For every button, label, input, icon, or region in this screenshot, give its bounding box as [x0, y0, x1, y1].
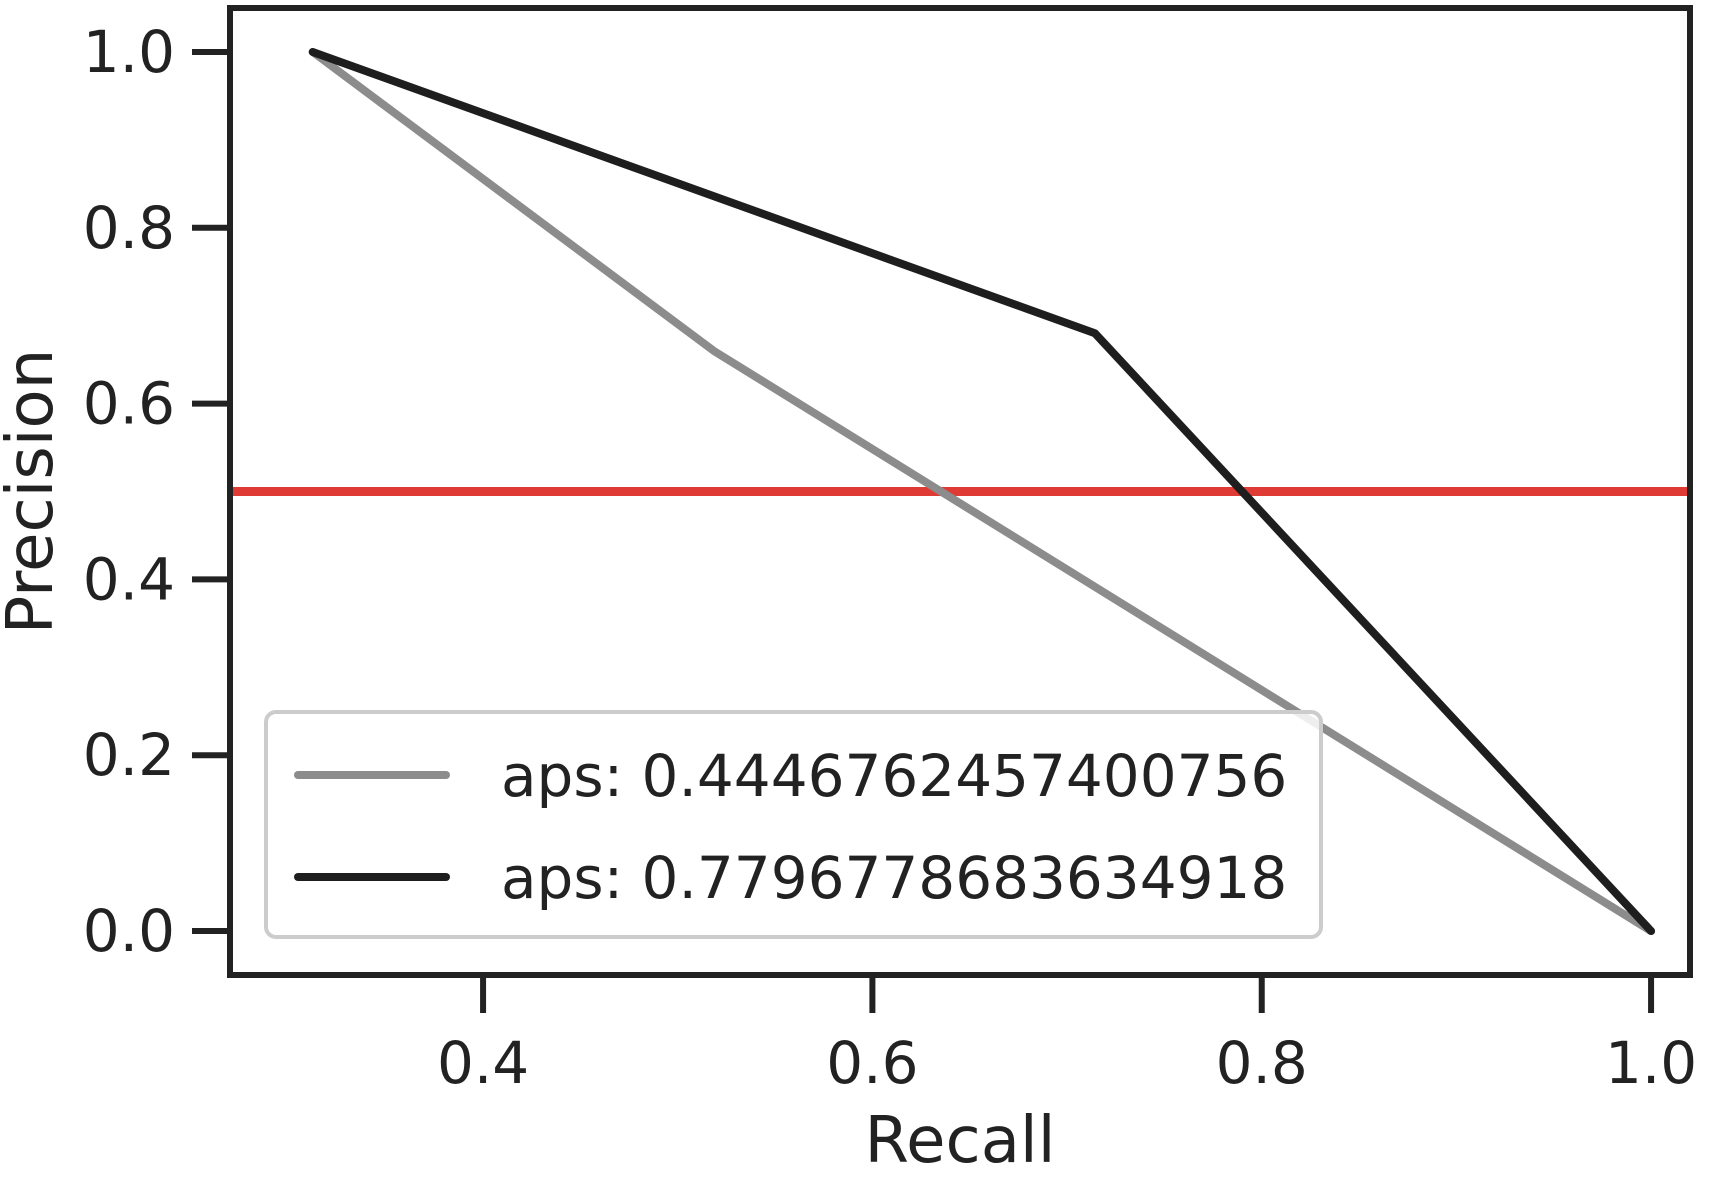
y-tick-label: 0.2	[83, 721, 175, 789]
series-layer	[230, 47, 1690, 936]
y-tick-label: 0.0	[83, 897, 175, 965]
x-tick-label: 0.8	[1216, 1029, 1308, 1097]
series-line-2	[308, 47, 1656, 936]
y-tick-label: 0.6	[83, 370, 175, 438]
legend-label: aps: 0.7796778683634918	[501, 844, 1287, 912]
x-axis-label: Recall	[865, 1104, 1056, 1172]
x-tick-label: 0.6	[826, 1029, 918, 1097]
series-line-1	[308, 47, 1656, 936]
plot-frame	[227, 5, 1693, 978]
legend-label: aps: 0.4446762457400756	[501, 742, 1287, 810]
x-tick-label: 0.4	[437, 1029, 529, 1097]
y-axis: 0.0 0.2 0.4 0.6 0.8 1.0	[83, 18, 230, 965]
y-tick-label: 0.8	[83, 194, 175, 262]
legend-box	[264, 710, 1323, 939]
x-tick-label: 1.0	[1605, 1029, 1697, 1097]
legend: aps: 0.4446762457400756 aps: 0.7796778683…	[264, 710, 1323, 939]
x-axis: 0.4 0.6 0.8 1.0	[437, 975, 1697, 1097]
y-tick-label: 0.4	[83, 545, 175, 613]
y-axis-label: Precision	[0, 349, 68, 635]
y-tick-label: 1.0	[83, 18, 175, 86]
